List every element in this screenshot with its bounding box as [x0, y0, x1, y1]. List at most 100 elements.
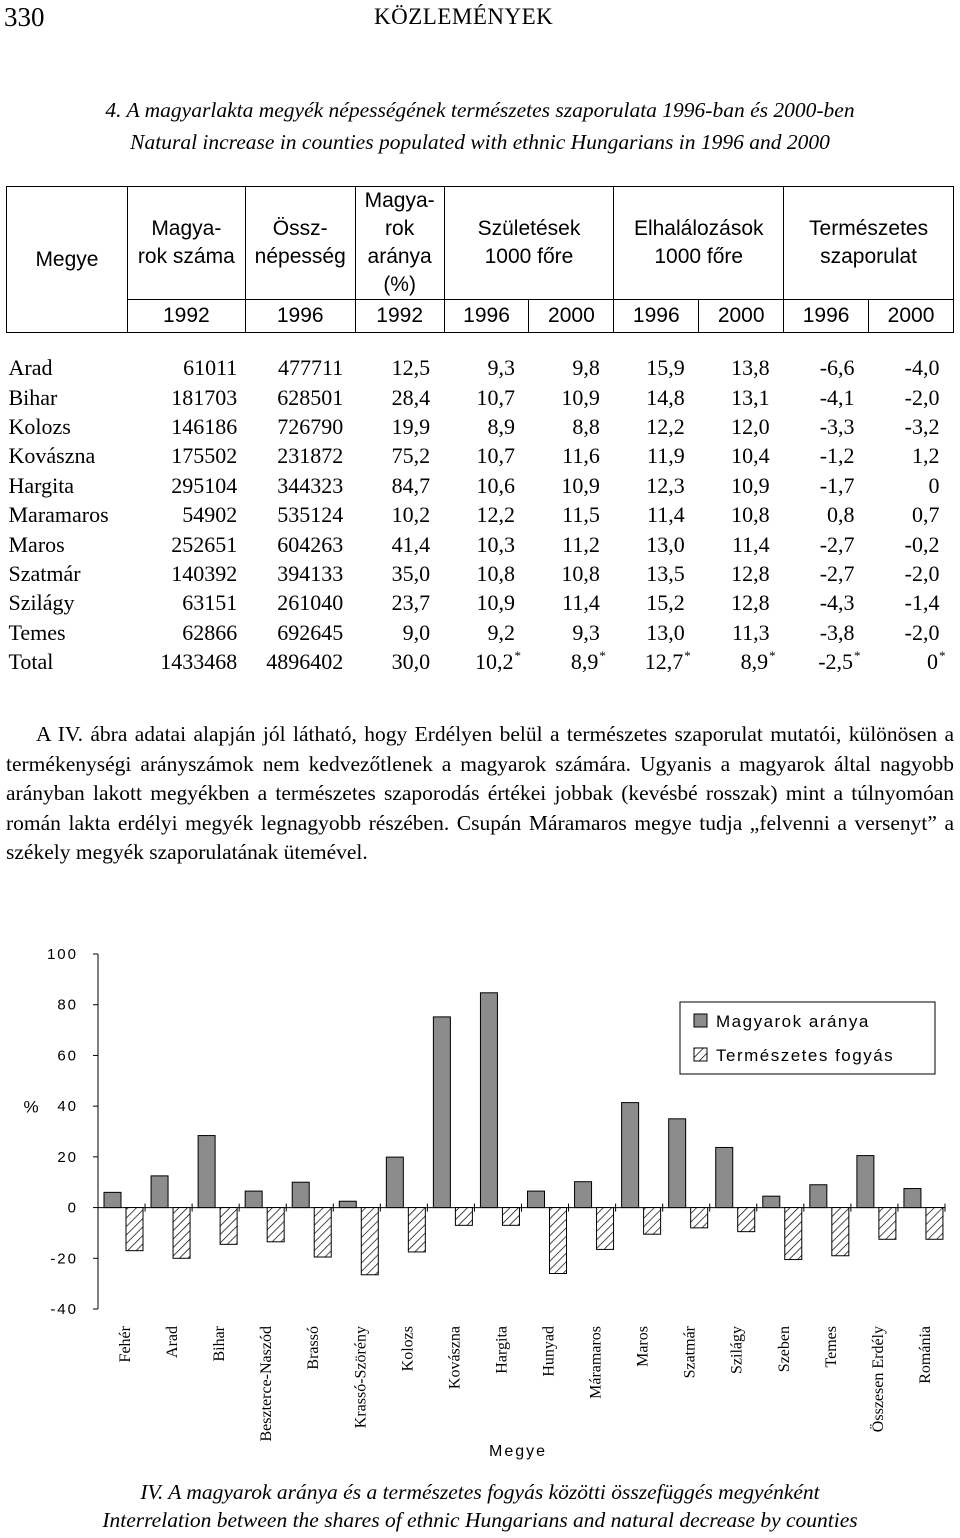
table-row: Kovászna 175502 231872 75,2 10,7 11,6 11,9 10,4… — [7, 441, 954, 470]
x-tick-label: Szilágy — [729, 1326, 746, 1374]
legend-box — [679, 1001, 936, 1075]
table-cell: 261040 — [277, 590, 344, 616]
bar-termeszetes-fogyas — [125, 1207, 144, 1252]
bar-magyarok-aranya — [385, 1156, 404, 1209]
table-cell: 8,9* — [570, 648, 606, 675]
table-cell: 252651 — [171, 531, 238, 557]
table-cell: 11,5 — [562, 502, 600, 528]
table-cell: -2,5* — [818, 648, 861, 675]
y-tick-label: 60 — [57, 1047, 78, 1064]
table-cell: 12,0 — [731, 413, 770, 439]
table-cell: 628501 — [277, 384, 344, 410]
footnote-star: * — [514, 648, 521, 664]
bar-termeszetes-fogyas — [360, 1207, 379, 1276]
x-tick-label: Bihar — [211, 1325, 228, 1361]
bar-termeszetes-fogyas — [596, 1207, 615, 1250]
table-cell: 15,2 — [646, 590, 685, 616]
table-title-hu: 4. A magyarlakta megyék népességének ter… — [105, 98, 855, 122]
year-header: 1996 — [244, 299, 356, 333]
table-cell: 692645 — [277, 619, 344, 645]
table-cell: 1,2 — [912, 443, 940, 469]
table-row: Maros 252651 604263 41,4 10,3 11,2 13,0 11,4 -2,… — [7, 529, 954, 558]
year-header: 1996 — [783, 299, 870, 333]
bar-magyarok-aranya — [432, 1016, 451, 1209]
table-cell: -2,7 — [819, 560, 855, 586]
bar-termeszetes-fogyas — [407, 1207, 426, 1253]
x-tick-label: Kolozs — [399, 1326, 416, 1371]
table-cell: 13,0 — [646, 531, 685, 557]
data-table: Megye Magya-rok száma Össz-népesség Magy… — [6, 186, 954, 676]
y-axis-label: % — [23, 1098, 38, 1117]
table-cell: 11,9 — [647, 443, 685, 469]
table-cell: 12,8 — [731, 590, 770, 616]
x-tick-label: Krassó-Szörény — [352, 1326, 369, 1428]
bar-magyarok-aranya — [809, 1184, 828, 1209]
bar-magyarok-aranya — [338, 1200, 357, 1209]
legend-label: Magyarok aránya — [716, 1012, 870, 1031]
table-cell: 13,0 — [646, 619, 685, 645]
table-cell: 62866 — [182, 619, 238, 645]
table-cell: 1433468 — [160, 649, 238, 675]
table-cell: -3,3 — [819, 413, 855, 439]
table-cell: 13,8 — [731, 355, 770, 381]
table-cell: 10,9 — [731, 472, 770, 498]
bar-termeszetes-fogyas — [219, 1207, 238, 1245]
x-tick-label: Összesen Erdély — [869, 1326, 887, 1432]
table-cell: 11,4 — [647, 502, 685, 528]
county-name: Total — [8, 649, 54, 675]
table-row: Hargita 295104 344323 84,7 10,6 10,9 12,3 10,9 -… — [7, 471, 954, 500]
bar-magyarok-aranya — [479, 992, 498, 1209]
table-cell: -4,1 — [819, 384, 855, 410]
table-cell: 11,4 — [562, 590, 600, 616]
table-cell: 63151 — [182, 590, 238, 616]
table-cell: 12,2 — [646, 413, 685, 439]
x-axis-label: Megye — [489, 1443, 547, 1460]
table-cell: 0* — [927, 648, 946, 675]
table-cell: 12,2 — [476, 502, 515, 528]
x-tick-label: Máramaros — [588, 1326, 605, 1399]
table-cell: -4,3 — [819, 590, 855, 616]
header-elhalalozasok: Elhalálozások 1000 főre — [613, 186, 785, 300]
bar-termeszetes-fogyas — [690, 1207, 709, 1229]
table-cell: 30,0 — [391, 649, 431, 675]
table-cell: 10,7 — [476, 443, 515, 469]
table-row: Szatmár 140392 394133 35,0 10,8 10,8 13,5 12,8 -… — [7, 559, 954, 588]
county-name: Hargita — [8, 472, 75, 498]
table-cell: 10,3 — [476, 531, 515, 557]
bar-magyarok-aranya — [527, 1190, 545, 1209]
table-cell: -4,0 — [904, 355, 940, 381]
x-tick-label: Hargita — [493, 1326, 510, 1374]
county-name: Maramaros — [8, 502, 109, 528]
table-cell: 295104 — [171, 472, 238, 498]
table-cell: 477711 — [278, 355, 344, 381]
legend-label: Természetes fogyás — [716, 1046, 894, 1065]
bar-magyarok-aranya — [244, 1190, 263, 1209]
table-cell: -1,2 — [819, 443, 855, 469]
table-cell: 10,9 — [561, 384, 600, 410]
table-cell: 4896402 — [266, 649, 344, 675]
county-name: Temes — [8, 619, 66, 645]
table-cell: 726790 — [277, 413, 344, 439]
year-header: 1996 — [613, 299, 700, 333]
table-cell: 8,9* — [740, 648, 776, 675]
year-header: 1996 — [443, 299, 530, 333]
header-magyarok-aranya: Magya-rok aránya (%) — [354, 186, 445, 300]
bar-magyarok-aranya — [668, 1118, 687, 1209]
year-header: 2000 — [868, 299, 954, 333]
header-megye: Megye — [6, 186, 128, 333]
running-header: KÖZLEMÉNYEK — [374, 4, 554, 29]
x-tick-label: Hunyad — [541, 1326, 558, 1377]
table-cell: -1,7 — [819, 472, 855, 498]
table-cell: 41,4 — [391, 531, 431, 557]
table-cell: 9,0 — [402, 619, 431, 645]
table-cell: 15,9 — [646, 355, 685, 381]
bar-magyarok-aranya — [903, 1188, 922, 1209]
county-name: Kovászna — [8, 443, 96, 469]
table-cell: -0,2 — [904, 531, 940, 557]
table-row: Szilágy 63151 261040 23,7 10,9 11,4 15,2 12,8 -4… — [7, 588, 954, 617]
y-tick-label: 0 — [68, 1200, 78, 1217]
bar-termeszetes-fogyas — [454, 1207, 473, 1226]
table-cell: 28,4 — [391, 384, 431, 410]
figure-caption-en: Interrelation between the shares of ethn… — [102, 1508, 858, 1532]
table-cell: 54902 — [182, 502, 238, 528]
